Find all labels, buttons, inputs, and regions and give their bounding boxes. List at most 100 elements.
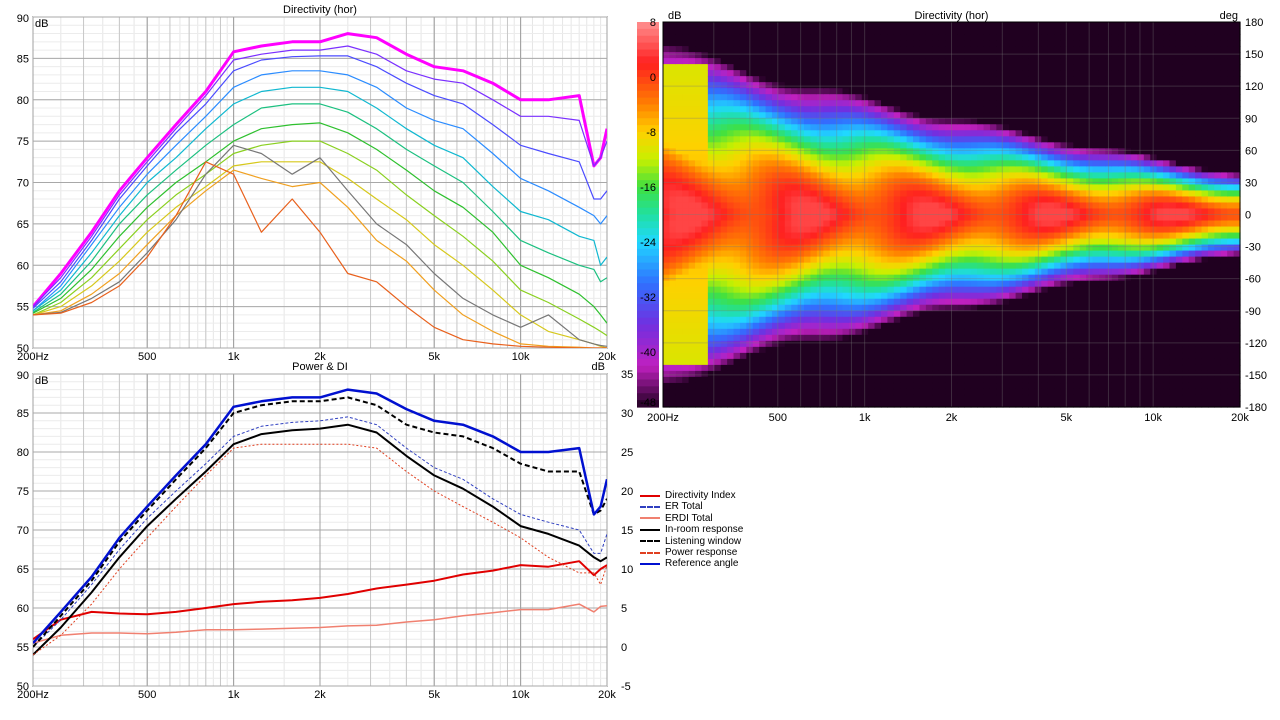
heatmap-cell — [938, 124, 946, 131]
heatmap-cell — [970, 106, 978, 113]
heatmap-cell — [791, 274, 799, 282]
heatmap-cell — [1028, 148, 1036, 155]
heatmap-cell — [906, 316, 914, 324]
heatmap-cell — [784, 130, 792, 137]
heatmap-cell — [797, 274, 805, 282]
heatmap-cell — [957, 160, 965, 167]
heatmap-cell — [688, 94, 696, 101]
heatmap-cell — [797, 250, 805, 258]
heatmap-cell — [816, 166, 824, 173]
heatmap-cell — [720, 268, 728, 276]
heatmap-cell — [861, 322, 869, 330]
heatmap-cell — [765, 82, 773, 89]
heatmap-cell — [675, 202, 683, 210]
heatmap-cell — [701, 244, 709, 252]
heatmap-cell — [855, 100, 863, 107]
heatmap-cell — [791, 268, 799, 276]
directivity-series-curve-6 — [33, 122, 607, 324]
heatmap-cell — [797, 130, 805, 137]
heatmap-cell — [861, 334, 869, 342]
heatmap-cell — [977, 154, 985, 161]
heatmap-cell — [1028, 376, 1036, 384]
heatmap-cell — [1111, 280, 1119, 288]
heatmap-cell — [829, 136, 837, 143]
heatmap-cell — [1034, 40, 1042, 47]
heatmap-cell — [1002, 160, 1010, 167]
heatmap-cell — [1041, 208, 1049, 216]
heatmap-cell — [791, 340, 799, 348]
heatmap-cell — [784, 214, 792, 222]
heatmap-cell — [1002, 310, 1010, 318]
heatmap-cell — [855, 22, 863, 29]
heatmap-cell — [688, 310, 696, 318]
heatmap-cell — [1092, 130, 1100, 137]
heatmap-cell — [951, 214, 959, 222]
heatmap-cell — [1111, 124, 1119, 131]
heatmap-cell — [1028, 124, 1036, 131]
heatmap-cell — [1079, 190, 1087, 198]
heatmap-cell — [1118, 214, 1126, 222]
heatmap-cell — [707, 208, 715, 216]
heatmap-cell — [855, 28, 863, 35]
heatmap-cell — [945, 82, 953, 89]
heatmap-cell — [1111, 40, 1119, 47]
heatmap-cell — [1124, 46, 1132, 53]
heatmap-cell — [1086, 154, 1094, 161]
heatmap-cell — [1111, 58, 1119, 65]
heatmap-cell — [836, 232, 844, 240]
heatmap-cell — [1060, 286, 1068, 294]
heatmap-cell — [720, 262, 728, 270]
heatmap-cell — [906, 40, 914, 47]
heatmap-cell — [1124, 40, 1132, 47]
heatmap-cell — [739, 76, 747, 83]
heatmap-cell — [957, 304, 965, 312]
heatmap-cell — [797, 94, 805, 101]
heatmap-cell — [1054, 238, 1062, 246]
heatmap-cell — [1111, 250, 1119, 258]
heatmap-cell — [977, 172, 985, 180]
heatmap-cell — [1111, 184, 1119, 192]
heatmap-cell — [688, 64, 696, 71]
heatmap-cell — [932, 286, 940, 294]
heatmap-cell — [688, 76, 696, 83]
heatmap-cell — [804, 70, 812, 77]
heatmap-cell — [848, 388, 856, 396]
heatmap-cell — [804, 250, 812, 258]
heatmap-cell — [925, 256, 933, 264]
heatmap-cell — [855, 280, 863, 288]
heatmap-cell — [669, 28, 677, 35]
heatmap-cell — [1118, 244, 1126, 252]
heatmap-cell — [900, 274, 908, 282]
heatmap-cell — [874, 334, 882, 342]
heatmap-cell — [880, 136, 888, 143]
heatmap-cell — [951, 178, 959, 186]
heatmap-cell — [1086, 328, 1094, 336]
heatmap-cell — [977, 214, 985, 222]
heatmap-cell — [823, 166, 831, 173]
heatmap-cell — [848, 346, 856, 354]
heatmap-cell — [784, 208, 792, 216]
heatmap-cell — [778, 298, 786, 306]
heatmap-cell — [688, 274, 696, 282]
heatmap-cell — [733, 292, 741, 300]
heatmap-cell — [759, 388, 767, 396]
heatmap-cell — [714, 112, 722, 119]
heatmap-cell — [701, 238, 709, 246]
heatmap-cell — [778, 202, 786, 210]
heatmap-cell — [797, 124, 805, 131]
heatmap-cell — [695, 256, 703, 264]
heatmap-cell — [1124, 172, 1132, 180]
heatmap-cell — [688, 322, 696, 330]
heatmap-cell — [945, 40, 953, 47]
heatmap-cell — [816, 184, 824, 192]
heatmap-cell — [925, 178, 933, 186]
heatmap-cell — [880, 148, 888, 155]
heatmap-cell — [688, 136, 696, 143]
heatmap-cell — [970, 256, 978, 264]
heatmap-cell — [1060, 64, 1068, 71]
heatmap-cell — [797, 334, 805, 342]
heatmap-cell — [669, 172, 677, 180]
heatmap-cell — [727, 100, 735, 107]
heatmap-cell — [1066, 154, 1074, 161]
heatmap-cell — [669, 262, 677, 270]
